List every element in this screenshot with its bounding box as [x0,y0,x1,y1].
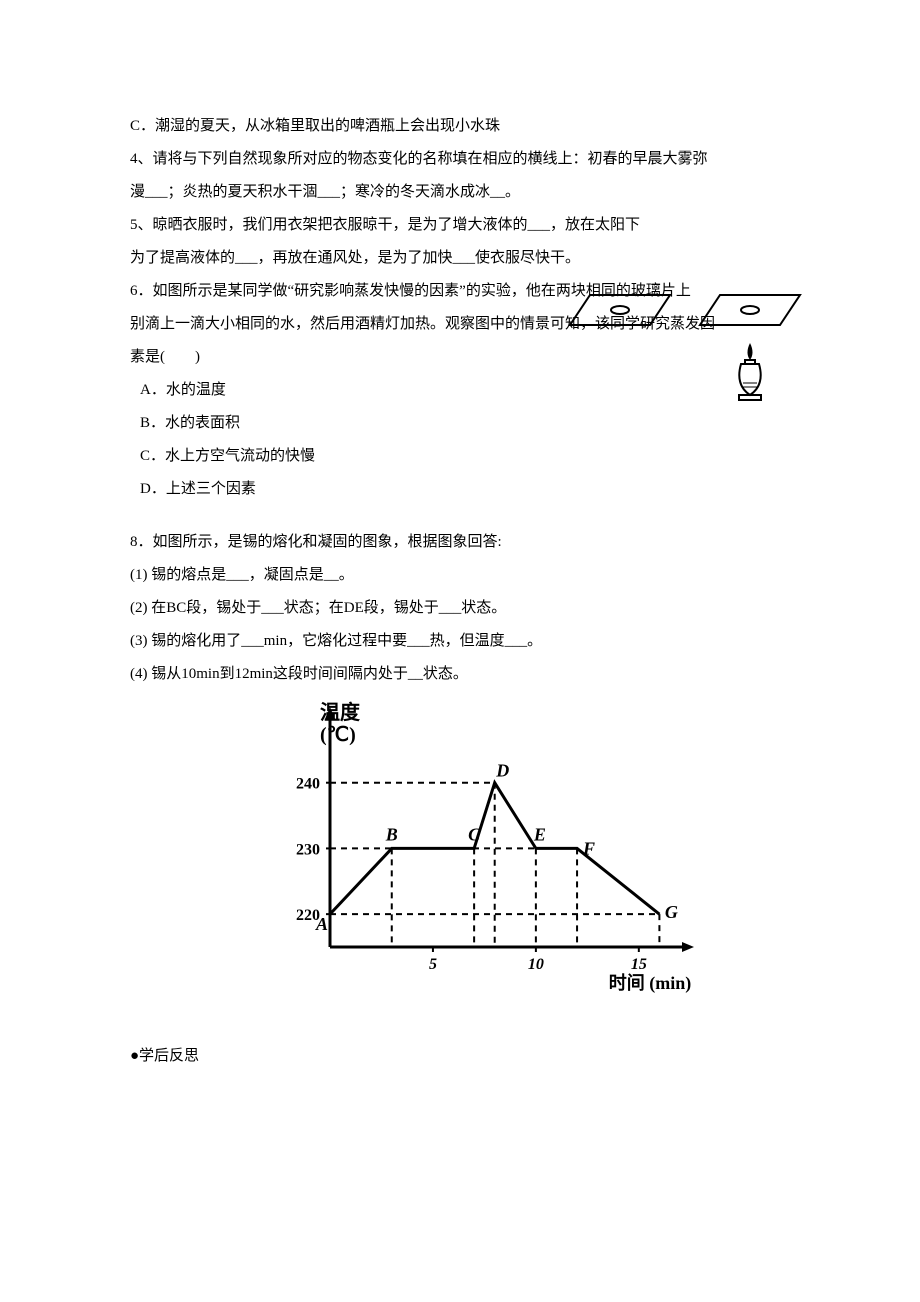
glass-plate-left-icon [570,295,670,325]
svg-text:(℃): (℃) [320,724,356,746]
svg-text:B: B [385,824,398,844]
q8-p1: (1) 锡的熔点是___，凝固点是__。 [130,559,810,592]
glass-plate-right-icon [700,295,800,325]
q8-p4: (4) 锡从10min到12min这段时间间隔内处于__状态。 [130,658,810,691]
q6-option-c: C．水上方空气流动的快慢 [130,440,810,473]
alcohol-lamp-icon [739,343,761,400]
svg-text:F: F [582,838,595,858]
q5-line2: 为了提高液体的___，再放在通风处，是为了加快___使衣服尽快干。 [130,242,810,275]
svg-text:E: E [533,824,546,844]
svg-text:240: 240 [296,776,320,793]
svg-text:10: 10 [528,956,544,973]
svg-text:C: C [468,824,481,844]
svg-text:温度: 温度 [320,700,361,724]
svg-text:A: A [315,914,328,934]
q4-line1: 4、请将与下列自然现象所对应的物态变化的名称填在相应的横线上：初春的早晨大雾弥 [130,143,810,176]
q4-line2: 漫___；炎热的夏天积水干涸___；寒冷的冬天滴水成冰__。 [130,176,810,209]
svg-text:5: 5 [429,956,437,973]
q3-option-c: C．潮湿的夏天，从冰箱里取出的啤酒瓶上会出现小水珠 [130,110,810,143]
q8-p2: (2) 在BC段，锡处于___状态；在DE段，锡处于___状态。 [130,592,810,625]
q8-p3: (3) 锡的熔化用了___min，它熔化过程中要___热，但温度___。 [130,625,810,658]
svg-text:230: 230 [296,841,320,858]
q6-option-d: D．上述三个因素 [130,473,810,506]
q8-chart: 温度(℃)22023024051015时间 (min)ABCDEFG [240,697,700,1010]
q8-stem: 8．如图所示，是锡的熔化和凝固的图象，根据图象回答: [130,526,810,559]
svg-text:15: 15 [631,956,647,973]
q6-figure [550,285,810,425]
q5-line1: 5、晾晒衣服时，我们用衣架把衣服晾干，是为了增大液体的___，放在太阳下 [130,209,810,242]
reflection-heading: ●学后反思 [130,1040,810,1073]
svg-text:时间 (min): 时间 (min) [609,973,692,994]
svg-text:G: G [665,902,678,922]
svg-text:D: D [495,761,509,781]
